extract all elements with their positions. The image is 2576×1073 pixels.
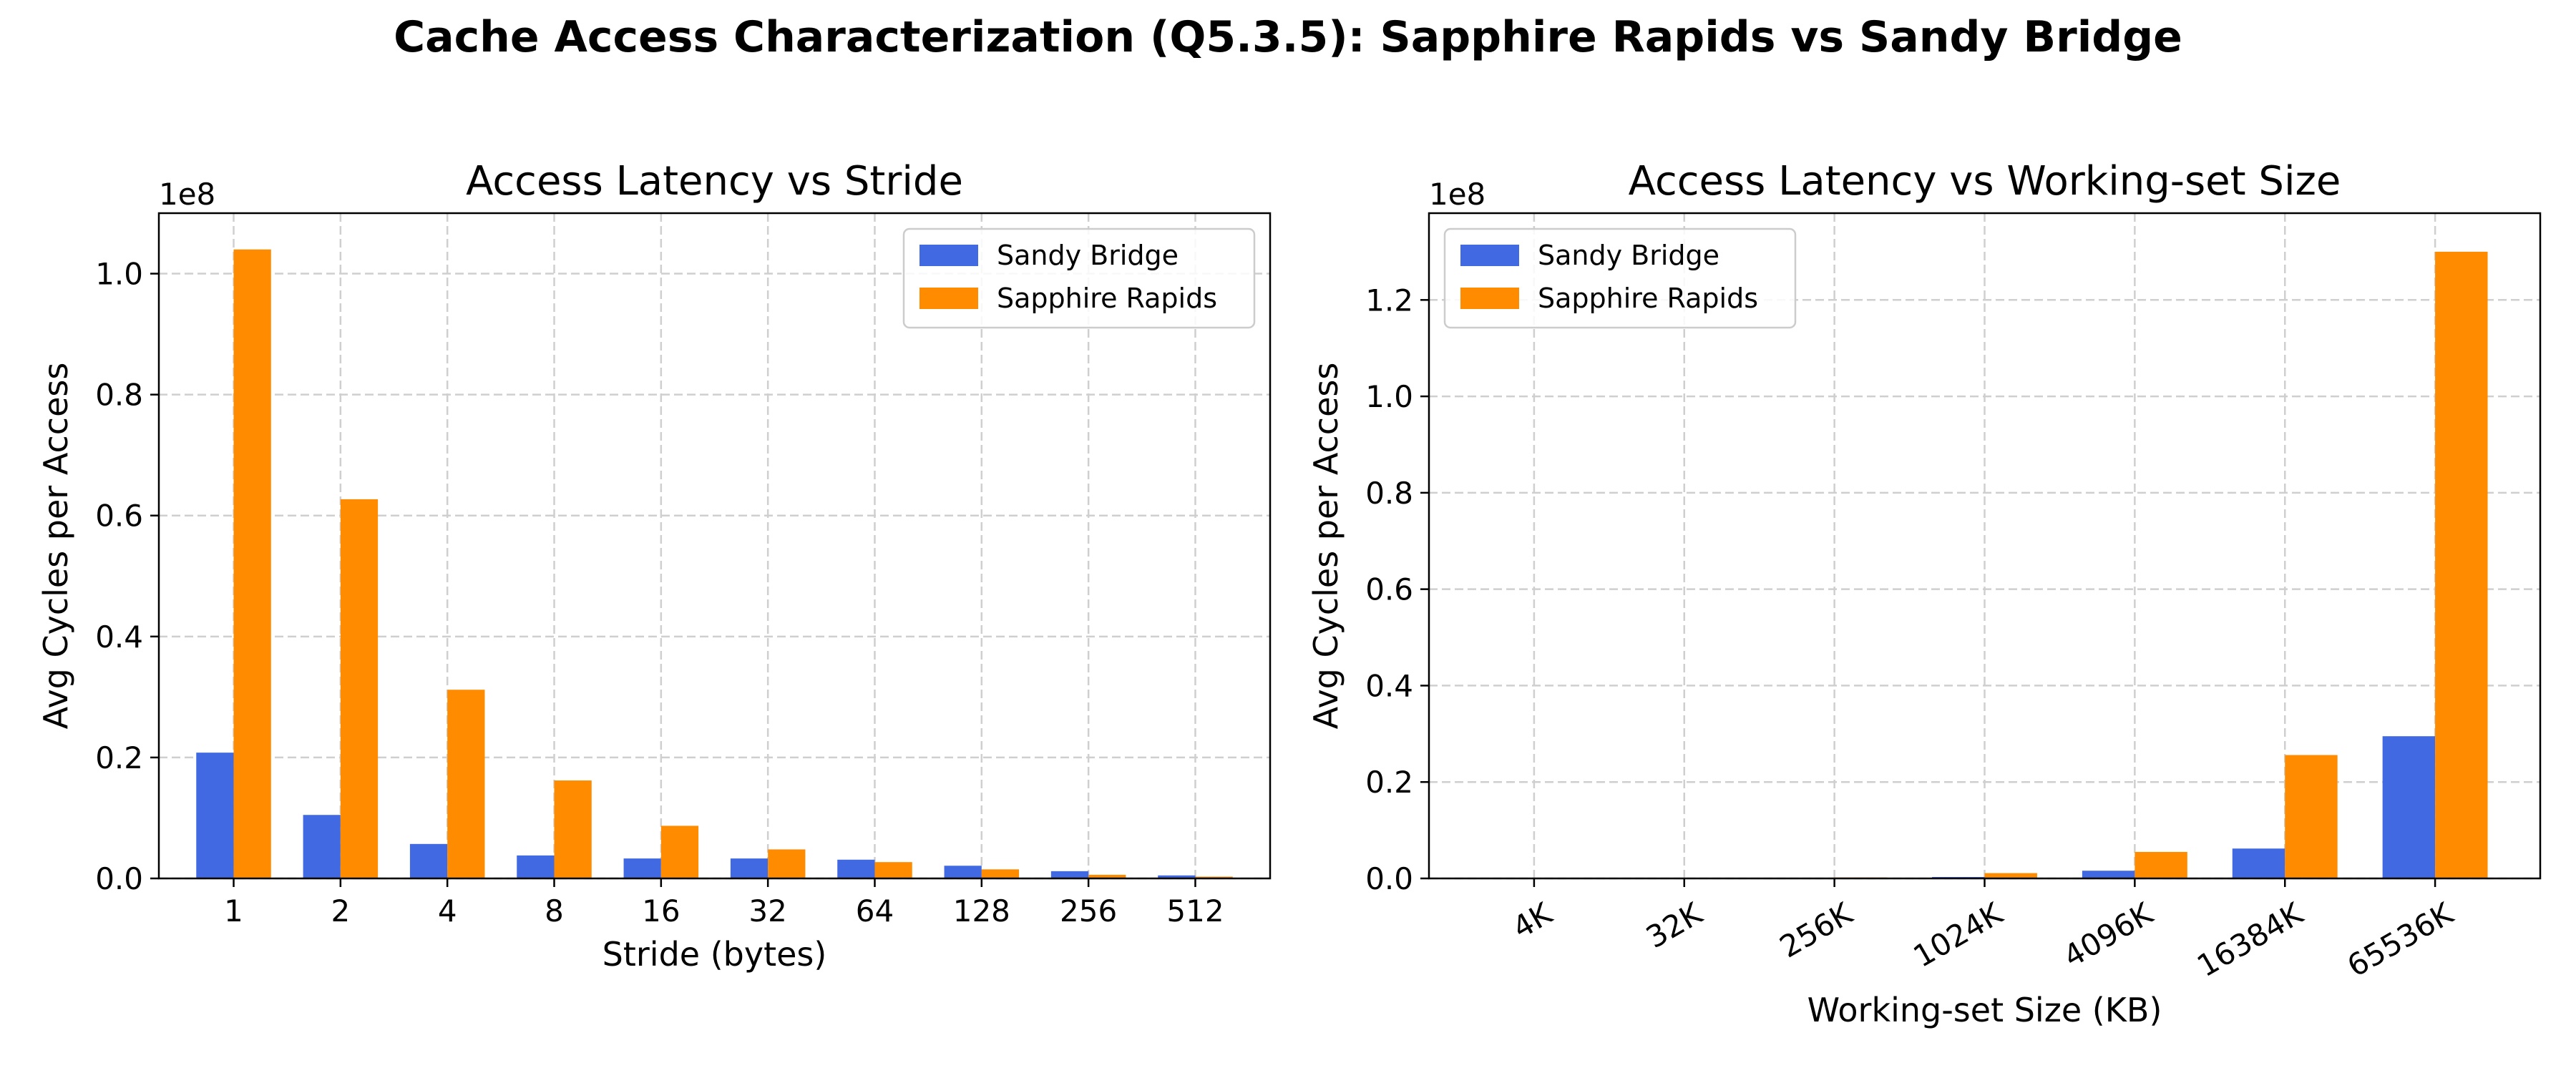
bar	[233, 249, 271, 878]
bar	[874, 862, 912, 878]
bar	[196, 753, 234, 878]
x-tick-label: 4096K	[2057, 896, 2159, 974]
y-tick-label: 0.8	[1365, 476, 1413, 511]
bar	[944, 866, 982, 878]
x-tick-label: 512	[1166, 893, 1224, 929]
y-tick-label: 0.6	[1365, 572, 1413, 607]
bar	[1984, 873, 2037, 878]
bar	[554, 780, 592, 878]
bar	[2285, 755, 2338, 878]
y-tick-label: 1.2	[1365, 283, 1413, 318]
legend-box	[1443, 227, 1797, 329]
y-tick-label: 0.4	[95, 619, 143, 655]
legend-entry: Sapphire Rapids	[997, 283, 1217, 314]
y-axis-label: Avg Cycles per Access	[1307, 363, 1345, 730]
legend-entry: Sandy Bridge	[1538, 240, 1719, 271]
bar	[447, 690, 485, 878]
y-tick-label: 0.4	[1365, 668, 1413, 703]
bar	[409, 843, 448, 878]
x-tick-label: 64	[856, 893, 894, 929]
bar	[730, 858, 769, 878]
legend-swatch	[919, 288, 978, 309]
x-tick-label: 4K	[1506, 895, 1558, 945]
x-axis-label: Stride (bytes)	[602, 935, 827, 974]
bar	[2135, 851, 2187, 878]
figure-title: Cache Access Characterization (Q5.3.5): …	[394, 12, 2182, 62]
bar	[981, 869, 1020, 878]
bar	[340, 499, 379, 878]
x-tick-label: 8	[545, 893, 564, 929]
bar	[517, 855, 555, 878]
legend-entry: Sandy Bridge	[997, 240, 1179, 271]
bar	[2082, 871, 2135, 878]
legend-swatch	[1460, 288, 1519, 309]
x-tick-label: 256K	[1774, 896, 1859, 965]
bar	[2382, 736, 2436, 878]
series-sandy-bridge	[1481, 736, 2436, 878]
bar	[2232, 848, 2285, 878]
panel-title: Access Latency vs Working-set Size	[1629, 158, 2341, 205]
y-tick-label: 1.0	[95, 257, 143, 292]
bar	[623, 858, 661, 878]
y-offset-label: 1e8	[159, 177, 215, 212]
legend-entry: Sapphire Rapids	[1538, 283, 1758, 314]
legend-swatch	[1460, 245, 1519, 266]
x-tick-label: 2	[331, 893, 350, 929]
legend-box	[902, 227, 1256, 329]
y-tick-label: 0.2	[1365, 765, 1413, 800]
x-tick-label: 32K	[1640, 896, 1709, 956]
legend: Sandy Bridge Sapphire Rapids	[902, 227, 1256, 329]
legend-swatch	[919, 245, 978, 266]
bar	[303, 815, 341, 878]
y-tick-label: 0.0	[1365, 861, 1413, 896]
bar	[660, 825, 699, 878]
x-tick-label: 256	[1060, 893, 1117, 929]
series-sapphire-rapids	[1533, 251, 2488, 878]
bar	[1195, 876, 1233, 878]
x-tick-label: 1	[224, 893, 243, 929]
x-tick-label: 1024K	[1908, 896, 2009, 974]
bar	[837, 859, 875, 878]
bar	[2435, 251, 2488, 878]
y-tick-label: 0.2	[95, 740, 143, 775]
bar	[1158, 875, 1196, 878]
x-tick-label: 65536K	[2341, 895, 2459, 984]
x-tick-label: 4	[438, 893, 457, 929]
legend: Sandy Bridge Sapphire Rapids	[1443, 227, 1797, 329]
x-tick-label: 16384K	[2191, 895, 2309, 984]
chart-panel-1: Access Latency vs Stride 0.0 0.2 0.4 0.6 0.8 1…	[36, 158, 1272, 974]
x-tick-label: 128	[953, 893, 1010, 929]
series-sapphire-rapids	[233, 249, 1233, 878]
x-tick-label: 32	[748, 893, 786, 929]
y-tick-label: 1.0	[1365, 379, 1413, 414]
bar	[1050, 871, 1089, 878]
axes-frame	[157, 212, 1272, 880]
panel-title: Access Latency vs Stride	[466, 158, 963, 205]
x-tick-label: 16	[642, 893, 680, 929]
y-tick-label: 0.6	[95, 499, 143, 534]
chart-panel-2: Access Latency vs Working-set Size 0.0 0.2…	[1307, 158, 2542, 1029]
x-axis-label: Working-set Size (KB)	[1807, 991, 2162, 1029]
y-offset-label: 1e8	[1429, 177, 1485, 212]
y-tick-label: 0.0	[95, 861, 143, 896]
bar	[1088, 874, 1126, 878]
bar	[768, 849, 806, 878]
y-axis-label: Avg Cycles per Access	[36, 363, 75, 730]
y-tick-label: 0.8	[95, 378, 143, 413]
series-sandy-bridge	[196, 753, 1196, 878]
